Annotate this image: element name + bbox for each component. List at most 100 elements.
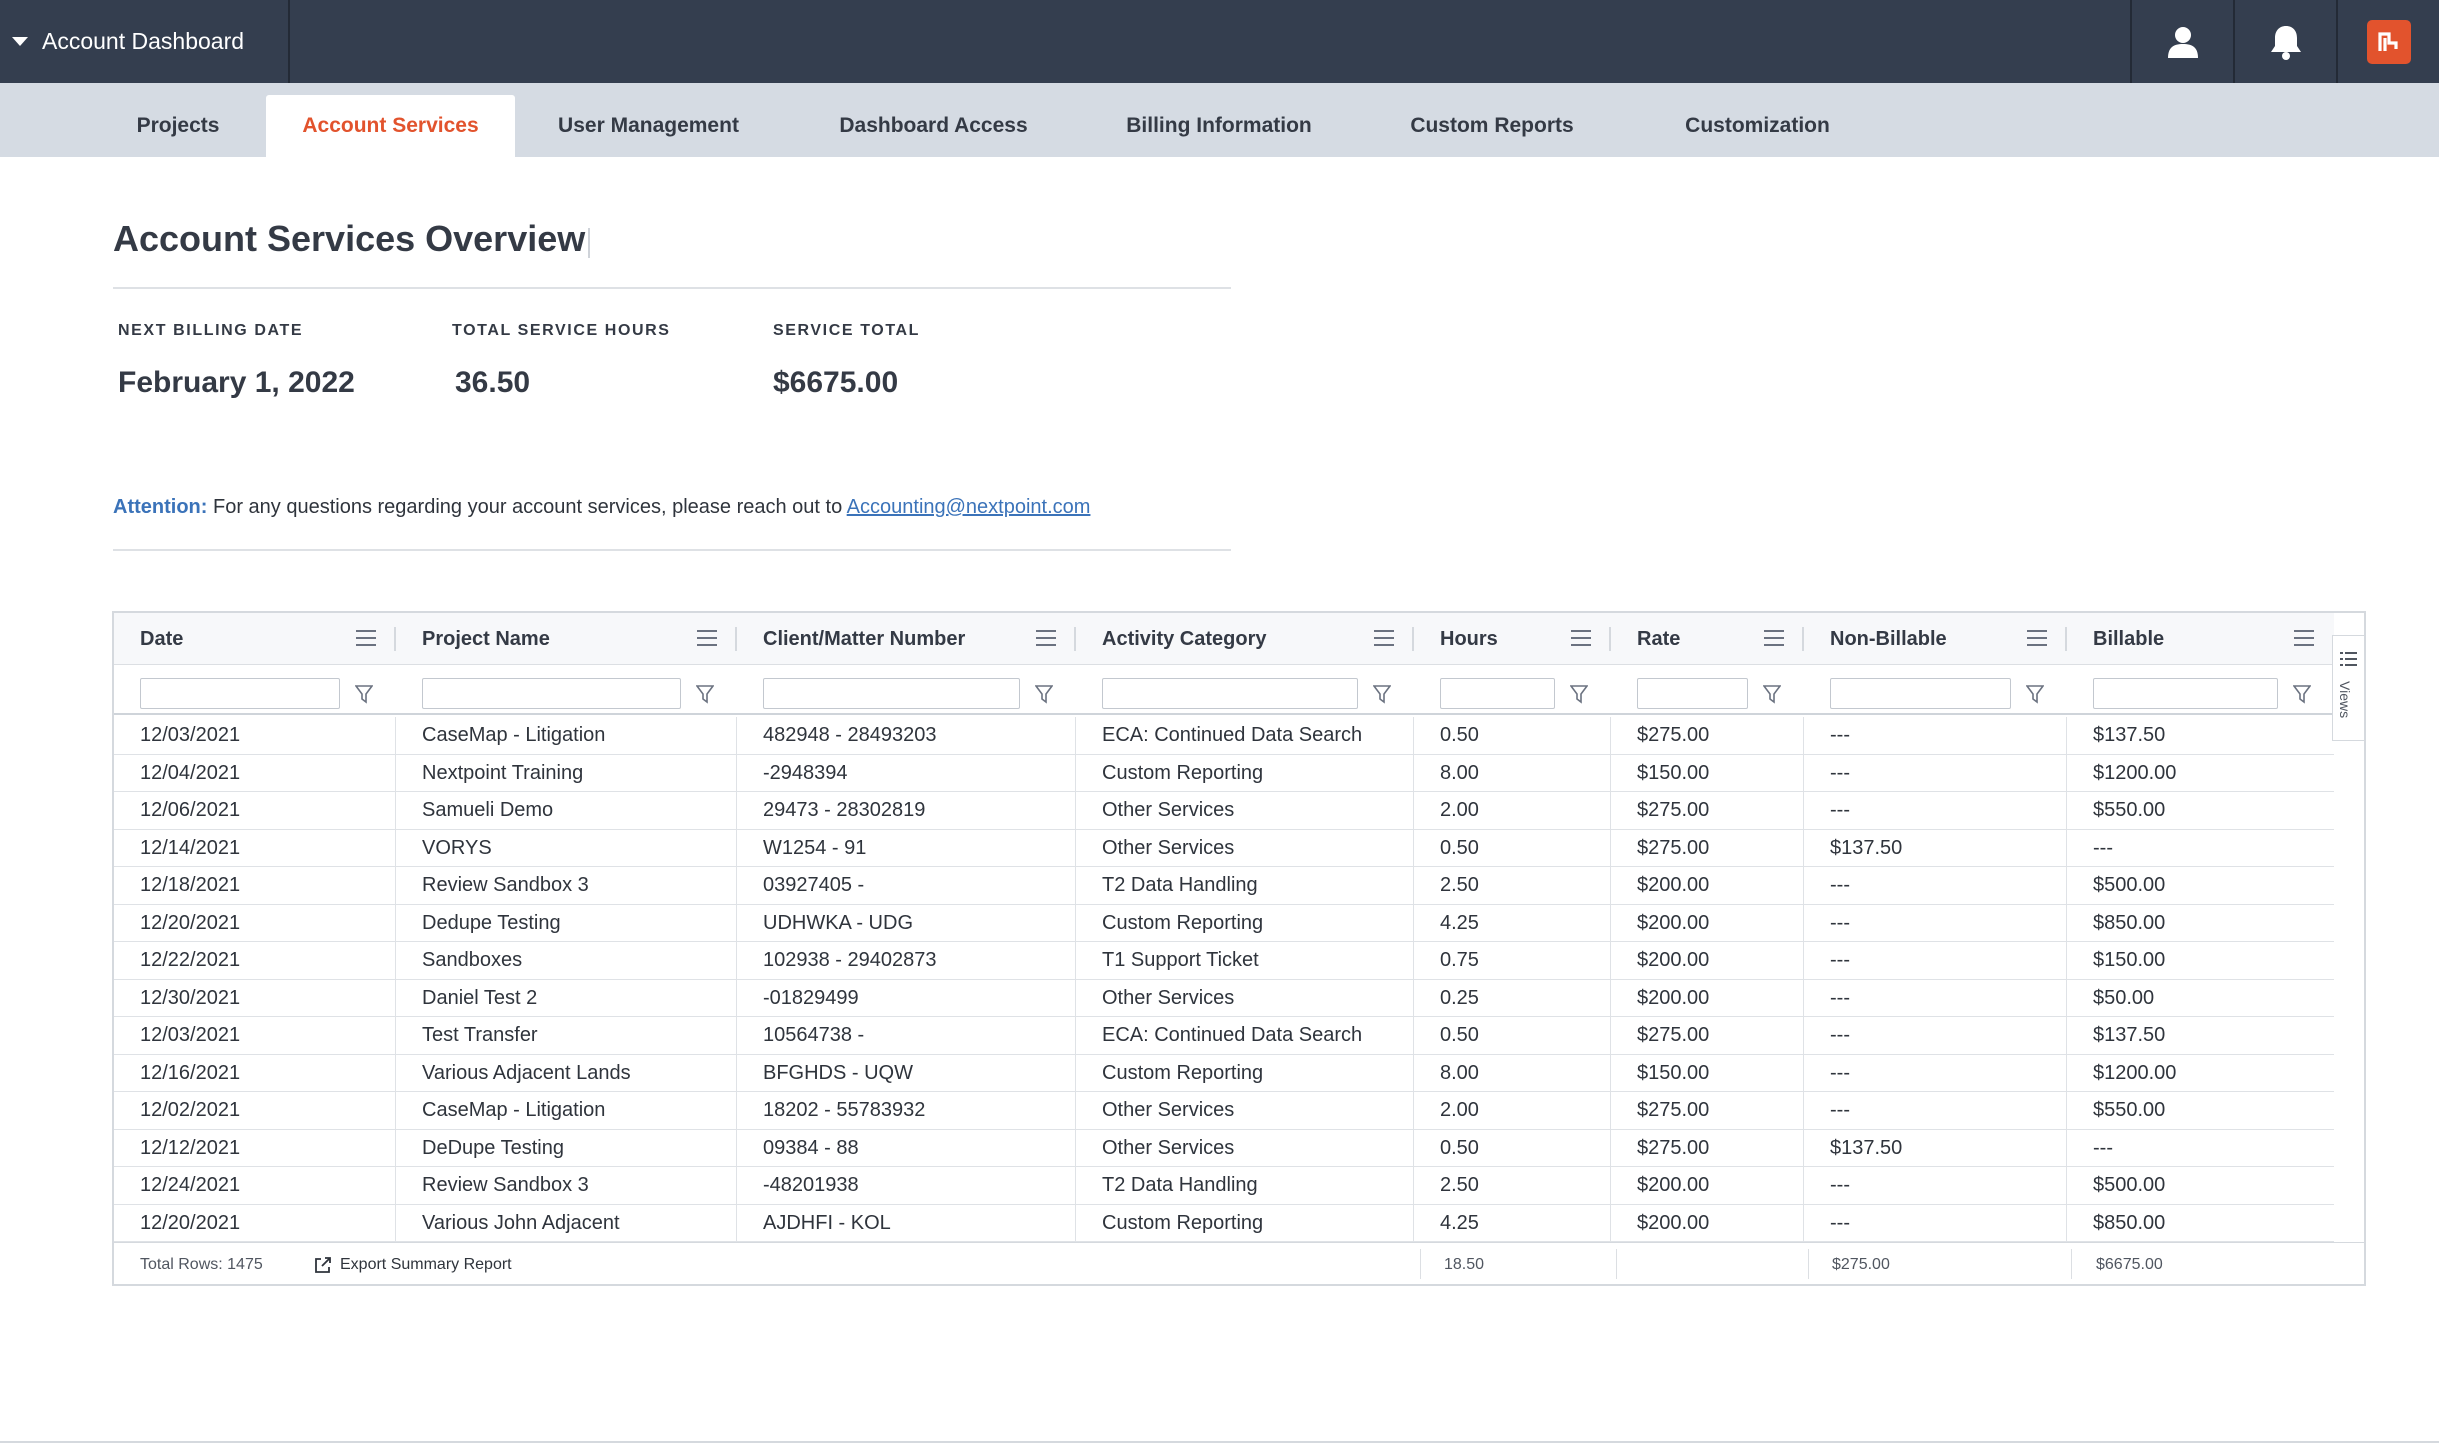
column-divider xyxy=(395,717,396,1242)
cell-hours: 0.50 xyxy=(1440,1024,1479,1046)
column-header-non-billable[interactable]: Non-Billable xyxy=(1830,627,1947,650)
cell-rate: $275.00 xyxy=(1637,1099,1710,1121)
views-label: Views xyxy=(2337,681,2353,719)
column-menu-icon[interactable] xyxy=(356,630,376,646)
filter-input-project-name[interactable] xyxy=(422,678,681,709)
column-resize-handle[interactable] xyxy=(1802,627,1804,651)
column-resize-handle[interactable] xyxy=(1412,627,1414,651)
notifications-button[interactable] xyxy=(2233,0,2336,83)
cell-project-name: CaseMap - Litigation xyxy=(422,1099,606,1121)
column-resize-handle[interactable] xyxy=(1609,627,1611,651)
column-menu-icon[interactable] xyxy=(1036,630,1056,646)
filter-input-non-billable[interactable] xyxy=(1830,678,2011,709)
cell-client-matter-number: 482948 - 28493203 xyxy=(763,724,937,746)
cell-hours: 0.50 xyxy=(1440,1136,1479,1159)
filter-input-date[interactable] xyxy=(140,678,340,709)
tab-user-management[interactable]: User Management xyxy=(558,114,739,137)
cell-hours: 0.50 xyxy=(1440,724,1479,746)
cell-billable: $550.00 xyxy=(2093,1099,2166,1121)
table-row[interactable]: 12/16/2021 Various Adjacent Lands BFGHDS -… xyxy=(114,1055,2334,1092)
cell-client-matter-number: 102938 - 29402873 xyxy=(763,949,937,971)
filter-input-rate[interactable] xyxy=(1637,678,1748,709)
table-row[interactable]: 12/20/2021 Dedupe Testing UDHWKA - UDG Cust… xyxy=(114,905,2334,942)
column-menu-icon[interactable] xyxy=(697,630,717,646)
filter-input-client-matter-number[interactable] xyxy=(763,678,1020,709)
table-row[interactable]: 12/02/2021 CaseMap - Litigation 18202 - 55… xyxy=(114,1092,2334,1130)
table-row[interactable]: 12/06/2021 Samueli Demo 29473 - 28302819 Ot… xyxy=(114,792,2334,830)
export-summary-button[interactable]: Export Summary Report xyxy=(314,1243,512,1287)
column-header-billable[interactable]: Billable xyxy=(2093,627,2165,650)
column-header-project-name[interactable]: Project Name xyxy=(422,627,550,650)
filter-icon[interactable] xyxy=(1373,684,1391,704)
column-header-rate[interactable]: Rate xyxy=(1637,627,1681,650)
column-menu-icon[interactable] xyxy=(2027,630,2047,646)
cell-project-name: Various Adjacent Lands xyxy=(422,1061,631,1084)
stat-label-total-service-hours: TOTAL SERVICE HOURS xyxy=(452,322,671,339)
table-row[interactable]: 12/12/2021 DeDupe Testing 09384 - 88 Other … xyxy=(114,1130,2334,1167)
cell-project-name: Nextpoint Training xyxy=(422,761,584,784)
tab-customization[interactable]: Customization xyxy=(1685,114,1830,137)
cell-client-matter-number: 10564738 - xyxy=(763,1024,865,1046)
table-row[interactable]: 12/03/2021 CaseMap - Litigation 482948 - 2… xyxy=(114,717,2334,755)
cell-hours: 8.00 xyxy=(1440,761,1479,784)
table-row[interactable]: 12/03/2021 Test Transfer 10564738 - ECA: Co… xyxy=(114,1017,2334,1055)
column-resize-handle[interactable] xyxy=(394,627,396,651)
table-row[interactable]: 12/24/2021 Review Sandbox 3 -48201938 T2 Da… xyxy=(114,1167,2334,1205)
column-resize-handle[interactable] xyxy=(1074,627,1076,651)
column-divider xyxy=(1075,717,1076,1242)
column-menu-icon[interactable] xyxy=(1764,630,1784,646)
cell-rate: $150.00 xyxy=(1637,1061,1710,1084)
cell-rate: $200.00 xyxy=(1637,1174,1710,1196)
filter-icon[interactable] xyxy=(1035,684,1053,704)
tab-dashboard-access[interactable]: Dashboard Access xyxy=(839,114,1028,137)
table-row[interactable]: 12/14/2021 VORYS W1254 - 91 Other Services 0… xyxy=(114,830,2334,867)
column-menu-icon[interactable] xyxy=(2294,630,2314,646)
brand-button[interactable] xyxy=(2336,0,2439,83)
column-header-activity-category[interactable]: Activity Category xyxy=(1102,627,1267,650)
list-icon xyxy=(2340,652,2357,666)
cell-hours: 2.00 xyxy=(1440,799,1479,821)
column-menu-icon[interactable] xyxy=(1571,630,1591,646)
tab-billing-information[interactable]: Billing Information xyxy=(1126,114,1312,137)
tab-bar: Projects Account Services User Managemen… xyxy=(0,83,2439,157)
column-resize-handle[interactable] xyxy=(2065,627,2067,651)
cell-rate: $200.00 xyxy=(1637,949,1710,971)
cell-billable: --- xyxy=(2093,1136,2113,1159)
cell-activity-category: Custom Reporting xyxy=(1102,1061,1264,1084)
tab-projects[interactable]: Projects xyxy=(136,114,220,137)
table-row[interactable]: 12/18/2021 Review Sandbox 3 03927405 - T2 D… xyxy=(114,867,2334,905)
hours-total: 18.50 xyxy=(1444,1256,1485,1273)
cell-project-name: Sandboxes xyxy=(422,949,523,971)
cell-client-matter-number: 18202 - 55783932 xyxy=(763,1099,926,1121)
cell-project-name: Dedupe Testing xyxy=(422,911,561,934)
column-header-date[interactable]: Date xyxy=(140,627,184,650)
user-button[interactable] xyxy=(2130,0,2233,83)
cell-non-billable: $137.50 xyxy=(1830,1136,1903,1159)
tab-custom-reports[interactable]: Custom Reports xyxy=(1410,114,1574,137)
views-panel-toggle[interactable]: Views xyxy=(2332,635,2364,741)
filter-icon[interactable] xyxy=(2026,684,2044,704)
filter-icon[interactable] xyxy=(2293,684,2311,704)
filter-icon[interactable] xyxy=(1763,684,1781,704)
app-switcher[interactable]: Account Dashboard xyxy=(0,0,290,83)
column-header-hours[interactable]: Hours xyxy=(1440,627,1498,650)
stat-value-total-service-hours: 36.50 xyxy=(455,366,531,399)
table-row[interactable]: 12/04/2021 Nextpoint Training -2948394 Cust… xyxy=(114,755,2334,792)
table-row[interactable]: 12/30/2021 Daniel Test 2 -01829499 Other Se… xyxy=(114,980,2334,1017)
stat-value-service-total: $6675.00 xyxy=(773,366,899,399)
filter-icon[interactable] xyxy=(696,684,714,704)
cell-date: 12/12/2021 xyxy=(140,1136,241,1159)
column-header-client-matter-number[interactable]: Client/Matter Number xyxy=(763,627,966,650)
filter-input-billable[interactable] xyxy=(2093,678,2278,709)
filter-input-hours[interactable] xyxy=(1440,678,1555,709)
table-row[interactable]: 12/20/2021 Various John Adjacent AJDHFI - … xyxy=(114,1205,2334,1242)
cell-date: 12/24/2021 xyxy=(140,1174,241,1196)
table-row[interactable]: 12/22/2021 Sandboxes 102938 - 29402873 T1 S… xyxy=(114,942,2334,980)
filter-input-activity-category[interactable] xyxy=(1102,678,1358,709)
filter-icon[interactable] xyxy=(1570,684,1588,704)
accounting-email-link[interactable]: Accounting@nextpoint.com xyxy=(846,496,1091,518)
filter-icon[interactable] xyxy=(355,684,373,704)
tab-account-services[interactable]: Account Services xyxy=(266,95,515,157)
column-resize-handle[interactable] xyxy=(735,627,737,651)
column-menu-icon[interactable] xyxy=(1374,630,1394,646)
